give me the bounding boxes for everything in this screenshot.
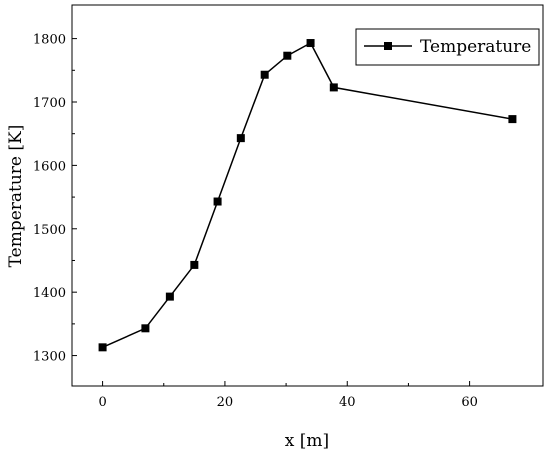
data-point xyxy=(165,292,174,301)
plot-frame xyxy=(71,4,544,387)
data-point xyxy=(98,343,107,352)
series-line xyxy=(102,41,513,348)
data-point xyxy=(306,39,315,48)
y-tick-label: 1500 xyxy=(33,223,66,238)
y-axis: 1300 1400 1500 1600 1700 1800 xyxy=(33,33,77,365)
x-tick-label: 0 xyxy=(98,395,106,410)
legend-label: Temperature xyxy=(420,37,531,57)
data-point xyxy=(213,197,222,206)
legend: Temperature xyxy=(355,28,540,66)
y-tick-label: 1800 xyxy=(33,33,66,48)
y-axis-label: Temperature [K] xyxy=(6,125,26,268)
data-point xyxy=(283,51,292,60)
data-point xyxy=(190,260,199,269)
series-layer xyxy=(98,39,517,352)
y-tick-label: 1700 xyxy=(33,96,66,111)
data-point xyxy=(329,83,338,92)
data-point xyxy=(508,115,517,124)
x-axis-label: x [m] xyxy=(285,431,329,451)
data-point xyxy=(141,324,150,333)
x-axis: 0 20 40 60 xyxy=(98,381,478,410)
data-point xyxy=(236,134,245,143)
y-tick-label: 1400 xyxy=(33,286,66,301)
legend-marker-icon xyxy=(384,42,392,50)
x-tick-label: 40 xyxy=(339,395,356,410)
y-tick-label: 1300 xyxy=(33,350,66,365)
x-tick-label: 20 xyxy=(217,395,234,410)
x-tick-label: 60 xyxy=(461,395,478,410)
data-point xyxy=(260,70,269,79)
y-tick-label: 1600 xyxy=(33,159,66,174)
